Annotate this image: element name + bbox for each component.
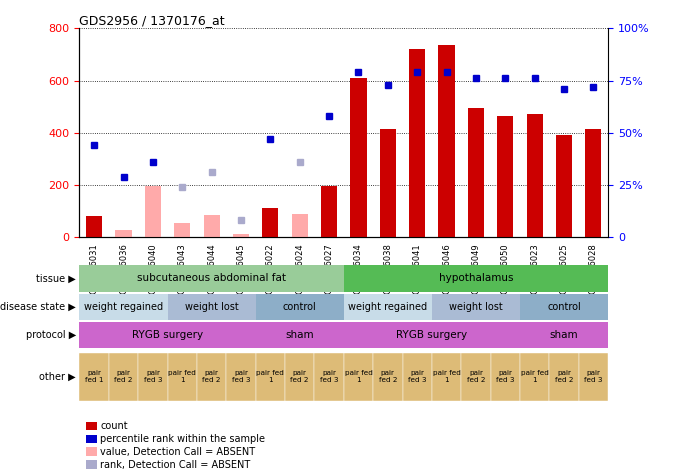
Bar (109, 353, 138, 401)
Bar (115, 230, 131, 237)
Bar (432, 353, 462, 401)
Bar (79, 294, 167, 320)
Bar (86, 216, 102, 237)
Bar (285, 353, 314, 401)
Bar (314, 353, 343, 401)
Bar (174, 223, 190, 237)
Bar (468, 108, 484, 237)
Text: sham: sham (550, 330, 578, 340)
Bar (79, 265, 344, 292)
Text: sham: sham (285, 330, 314, 340)
Text: GDS2956 / 1370176_at: GDS2956 / 1370176_at (79, 14, 225, 27)
Bar (167, 353, 197, 401)
Bar (344, 265, 608, 292)
Bar (585, 129, 601, 237)
Bar (79, 353, 109, 401)
Bar (432, 294, 520, 320)
Text: hypothalamus: hypothalamus (439, 273, 513, 283)
Bar (373, 353, 402, 401)
Bar (344, 322, 520, 348)
Bar (256, 294, 344, 320)
Text: value, Detection Call = ABSENT: value, Detection Call = ABSENT (100, 447, 255, 457)
Text: subcutaneous abdominal fat: subcutaneous abdominal fat (137, 273, 286, 283)
Bar (520, 294, 608, 320)
Bar (79, 322, 256, 348)
Text: pair fed
1: pair fed 1 (521, 370, 549, 383)
Text: weight lost: weight lost (184, 302, 238, 312)
Text: pair fed
1: pair fed 1 (345, 370, 372, 383)
Bar (197, 353, 227, 401)
Text: disease state ▶: disease state ▶ (0, 302, 76, 312)
Text: pair
fed 1: pair fed 1 (85, 370, 104, 383)
Text: weight regained: weight regained (84, 302, 163, 312)
Bar (256, 322, 344, 348)
Text: pair
fed 2: pair fed 2 (290, 370, 309, 383)
Text: tissue ▶: tissue ▶ (36, 273, 76, 283)
Bar (409, 49, 425, 237)
Bar (498, 116, 513, 237)
Text: pair
fed 3: pair fed 3 (231, 370, 250, 383)
Text: rank, Detection Call = ABSENT: rank, Detection Call = ABSENT (100, 459, 250, 470)
Bar (138, 353, 167, 401)
Bar (233, 235, 249, 237)
Bar (578, 353, 608, 401)
Text: control: control (283, 302, 316, 312)
Text: pair
fed 2: pair fed 2 (202, 370, 221, 383)
Bar (292, 214, 307, 237)
Text: count: count (100, 421, 128, 431)
Text: pair
fed 3: pair fed 3 (408, 370, 426, 383)
Text: control: control (547, 302, 581, 312)
Bar (256, 353, 285, 401)
Text: pair
fed 3: pair fed 3 (320, 370, 339, 383)
Text: pair fed
1: pair fed 1 (169, 370, 196, 383)
Bar (350, 78, 366, 237)
Text: weight lost: weight lost (449, 302, 503, 312)
Bar (263, 209, 278, 237)
Bar (204, 215, 220, 237)
Bar (227, 353, 256, 401)
Bar (527, 115, 542, 237)
Bar (520, 353, 549, 401)
Bar (380, 129, 396, 237)
Text: pair
fed 2: pair fed 2 (555, 370, 574, 383)
Bar (344, 353, 373, 401)
Bar (321, 186, 337, 237)
Text: RYGB surgery: RYGB surgery (132, 330, 203, 340)
Bar (439, 46, 455, 237)
Text: pair
fed 2: pair fed 2 (466, 370, 485, 383)
Text: pair
fed 3: pair fed 3 (496, 370, 515, 383)
Text: other ▶: other ▶ (39, 372, 76, 382)
Text: percentile rank within the sample: percentile rank within the sample (100, 434, 265, 444)
Text: pair fed
1: pair fed 1 (433, 370, 460, 383)
Bar (344, 294, 432, 320)
Text: RYGB surgery: RYGB surgery (397, 330, 467, 340)
Bar (491, 353, 520, 401)
Text: protocol ▶: protocol ▶ (26, 330, 76, 340)
Text: pair fed
1: pair fed 1 (256, 370, 284, 383)
Bar (167, 294, 256, 320)
Bar (145, 186, 161, 237)
Text: pair
fed 3: pair fed 3 (144, 370, 162, 383)
Bar (549, 353, 578, 401)
Text: weight regained: weight regained (348, 302, 428, 312)
Text: pair
fed 2: pair fed 2 (114, 370, 133, 383)
Bar (402, 353, 432, 401)
Bar (520, 322, 608, 348)
Bar (556, 136, 572, 237)
Text: pair
fed 2: pair fed 2 (379, 370, 397, 383)
Text: pair
fed 3: pair fed 3 (584, 370, 603, 383)
Bar (462, 353, 491, 401)
